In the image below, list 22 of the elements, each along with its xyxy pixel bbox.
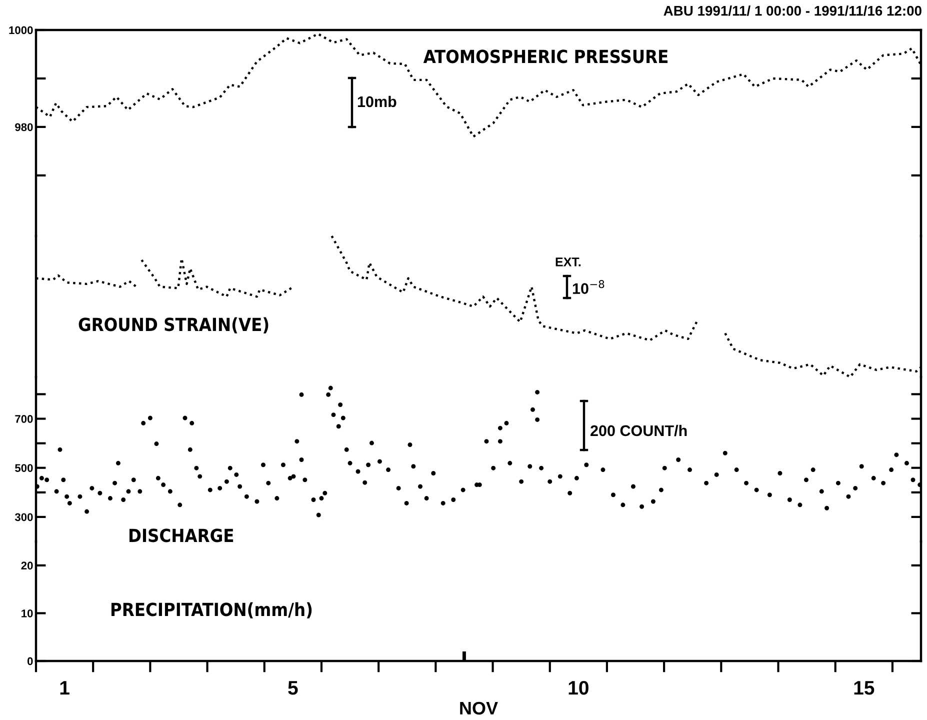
y-tick-label: 1000 [9,26,33,34]
annotation: EXT. [556,258,581,266]
y-tick-label: 300 [14,513,33,522]
y-tick-label: 500 [15,464,33,472]
annotation: 10$^{−8}$ [572,280,604,294]
y-tick-label: 700 [15,415,33,423]
annotation: 200 COUNT/h [590,424,687,436]
text: PRECIPITATION(mm/h) [111,602,312,618]
text: ATOMOSPHERIC PRESSURE [423,50,668,64]
y-tick-label: 10 [22,609,33,618]
x-tick-label: 15 [854,681,874,695]
y-tick-label: 20 [21,562,33,570]
y-tick-label: 980 [15,123,33,132]
y-tick-label: 0 [27,657,33,666]
chart-subtitle: ABU 1991/11/ 1 00:00 - 1991/11/16 12:00 [664,6,922,16]
text: GROUND STRAIN(VE) [78,317,268,334]
x-tick-label: 5 [288,681,298,695]
x-tick-label: 1 [60,681,70,695]
x-axis-title: NOV [460,702,498,715]
x-tick-label: 10 [568,680,588,695]
text: DISCHARGE [129,528,234,542]
annotation: 10mb [358,96,396,108]
